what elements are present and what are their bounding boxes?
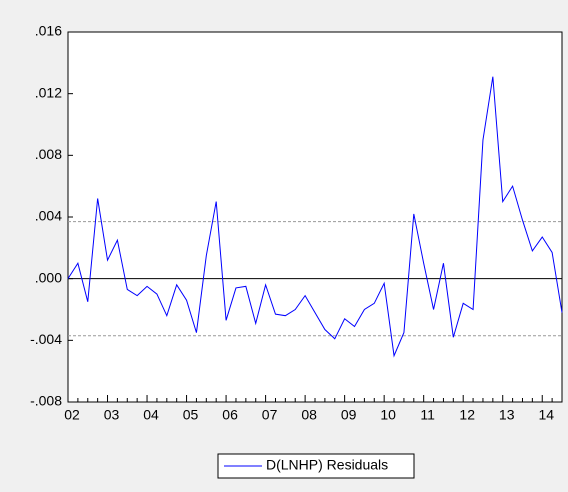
plot-area bbox=[67, 31, 563, 403]
y-tick-label: .016 bbox=[35, 23, 62, 39]
x-tick-label: 14 bbox=[538, 407, 554, 423]
y-tick-label: .004 bbox=[35, 208, 62, 224]
x-tick-label: 05 bbox=[183, 407, 199, 423]
x-tick-label: 08 bbox=[301, 407, 317, 423]
y-tick-label: .008 bbox=[35, 146, 62, 162]
x-tick-label: 02 bbox=[64, 407, 80, 423]
x-tick-label: 10 bbox=[380, 407, 396, 423]
x-tick-label: 12 bbox=[459, 407, 475, 423]
series-line bbox=[67, 76, 563, 358]
y-tick-label: .000 bbox=[35, 269, 62, 285]
y-tick-label: -.004 bbox=[30, 331, 62, 347]
y-tick-label: -.008 bbox=[30, 393, 62, 409]
x-tick-label: 11 bbox=[420, 407, 435, 423]
x-tick-label: 03 bbox=[104, 407, 120, 423]
x-tick-label: 06 bbox=[222, 407, 238, 423]
x-tick-label: 13 bbox=[499, 407, 515, 423]
x-tick-label: 04 bbox=[143, 407, 159, 423]
y-tick-label: .012 bbox=[35, 84, 62, 100]
legend-label: D(LNHP) Residuals bbox=[266, 457, 388, 473]
x-tick-label: 09 bbox=[341, 407, 357, 423]
x-tick-label: 07 bbox=[262, 407, 278, 423]
